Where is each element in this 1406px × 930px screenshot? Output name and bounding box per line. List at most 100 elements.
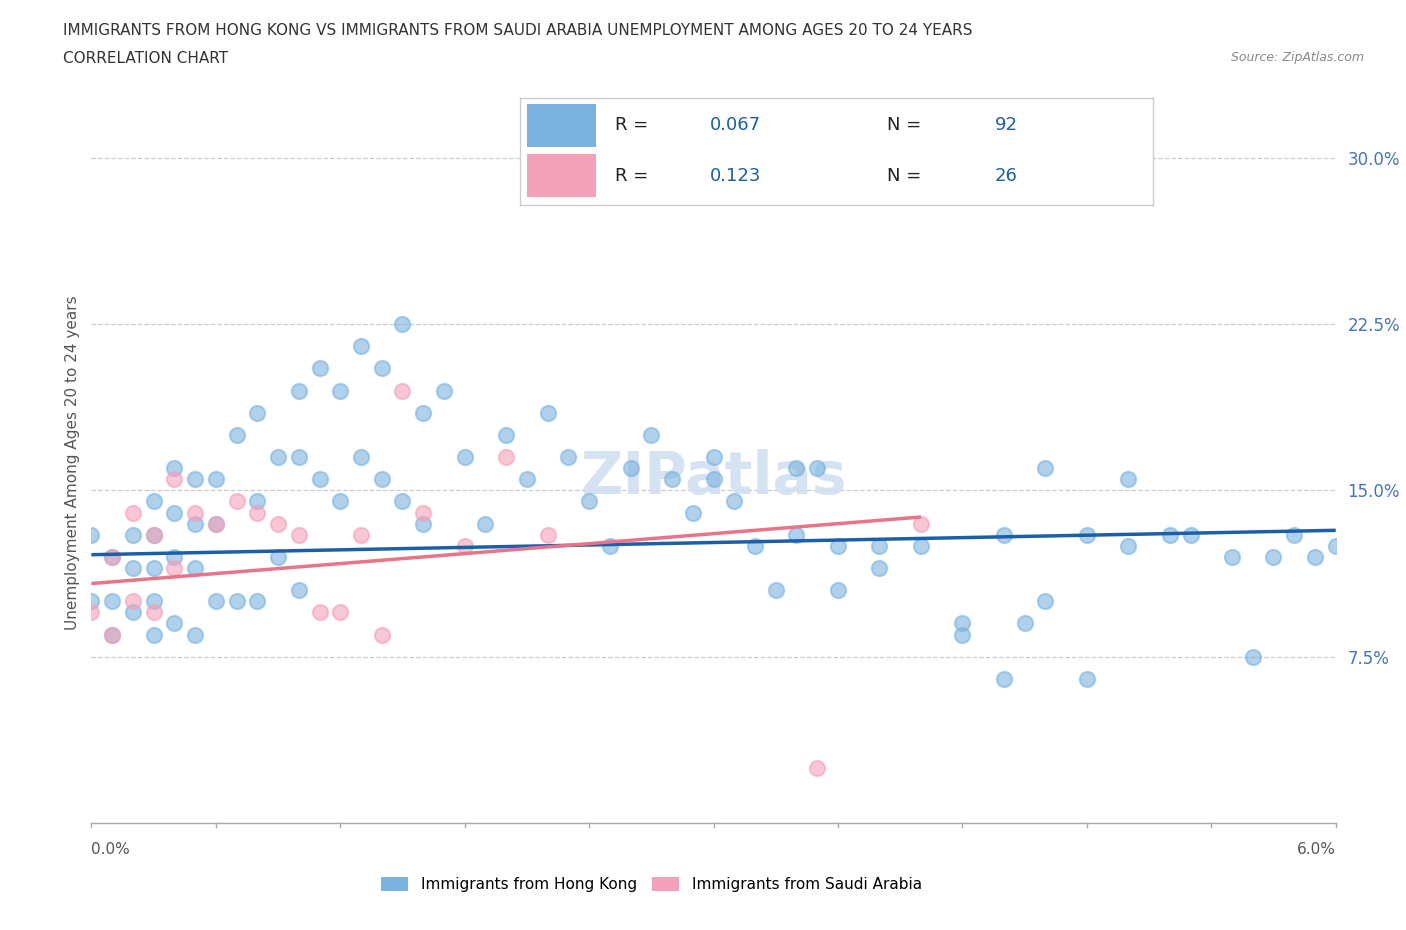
Point [453, 538, 475, 553]
Point [329, 604, 352, 619]
Point [536, 527, 558, 542]
Point [350, 527, 373, 542]
Text: ZIPatlas: ZIPatlas [581, 448, 846, 506]
Point [184, 472, 207, 486]
Point [785, 460, 807, 475]
Text: R =: R = [616, 166, 654, 185]
Point [287, 527, 309, 542]
Point [246, 505, 269, 520]
Point [267, 516, 290, 531]
Text: 0.0%: 0.0% [91, 842, 131, 857]
Point [474, 516, 496, 531]
Point [287, 383, 309, 398]
Point [142, 561, 165, 576]
Text: 6.0%: 6.0% [1296, 842, 1336, 857]
Point [163, 505, 186, 520]
Point [1014, 616, 1036, 631]
Point [827, 583, 849, 598]
Point [142, 627, 165, 642]
Legend: Immigrants from Hong Kong, Immigrants from Saudi Arabia: Immigrants from Hong Kong, Immigrants fr… [375, 870, 928, 898]
Point [371, 361, 394, 376]
Point [246, 405, 269, 420]
Point [557, 450, 579, 465]
Point [910, 516, 932, 531]
Point [101, 550, 124, 565]
Point [806, 460, 828, 475]
Point [122, 505, 145, 520]
Point [1284, 527, 1306, 542]
Point [329, 494, 352, 509]
Point [267, 450, 290, 465]
Point [869, 561, 891, 576]
Point [827, 538, 849, 553]
Point [205, 472, 228, 486]
Point [993, 527, 1015, 542]
Text: R =: R = [616, 116, 654, 135]
Point [101, 594, 124, 609]
Text: 0.123: 0.123 [710, 166, 762, 185]
Point [723, 494, 745, 509]
Point [225, 594, 247, 609]
Point [765, 583, 787, 598]
Point [910, 183, 932, 198]
Point [308, 472, 330, 486]
Point [391, 316, 413, 331]
Point [308, 361, 330, 376]
Y-axis label: Unemployment Among Ages 20 to 24 years: Unemployment Among Ages 20 to 24 years [65, 296, 80, 630]
Point [122, 604, 145, 619]
Point [205, 594, 228, 609]
Point [1118, 472, 1140, 486]
FancyBboxPatch shape [527, 104, 596, 147]
Text: CORRELATION CHART: CORRELATION CHART [63, 51, 228, 66]
Point [516, 472, 538, 486]
Point [184, 516, 207, 531]
Point [1118, 538, 1140, 553]
Point [350, 450, 373, 465]
Point [578, 494, 600, 509]
Point [702, 450, 725, 465]
Point [122, 527, 145, 542]
Text: 0.067: 0.067 [710, 116, 761, 135]
Point [412, 516, 434, 531]
Point [205, 516, 228, 531]
Point [287, 583, 309, 598]
Point [101, 550, 124, 565]
Point [1180, 527, 1202, 542]
Point [80, 527, 103, 542]
Text: Source: ZipAtlas.com: Source: ZipAtlas.com [1230, 51, 1364, 64]
Point [225, 494, 247, 509]
Point [246, 594, 269, 609]
Point [453, 450, 475, 465]
Point [184, 505, 207, 520]
Point [993, 671, 1015, 686]
Point [80, 594, 103, 609]
Point [142, 527, 165, 542]
Point [806, 760, 828, 775]
Point [142, 494, 165, 509]
Point [661, 472, 683, 486]
FancyBboxPatch shape [527, 154, 596, 197]
Point [412, 505, 434, 520]
Point [371, 627, 394, 642]
Point [184, 561, 207, 576]
Point [495, 428, 517, 443]
Point [412, 405, 434, 420]
Text: 92: 92 [995, 116, 1018, 135]
Point [952, 616, 974, 631]
Point [80, 604, 103, 619]
Point [308, 604, 330, 619]
Point [142, 604, 165, 619]
Point [1076, 671, 1098, 686]
Point [869, 538, 891, 553]
Text: IMMIGRANTS FROM HONG KONG VS IMMIGRANTS FROM SAUDI ARABIA UNEMPLOYMENT AMONG AGE: IMMIGRANTS FROM HONG KONG VS IMMIGRANTS … [63, 23, 973, 38]
Point [287, 450, 309, 465]
Point [1220, 550, 1243, 565]
Point [391, 383, 413, 398]
Point [163, 550, 186, 565]
Point [1035, 460, 1057, 475]
Point [225, 428, 247, 443]
Point [1035, 594, 1057, 609]
Point [785, 527, 807, 542]
Point [246, 494, 269, 509]
Point [702, 472, 725, 486]
